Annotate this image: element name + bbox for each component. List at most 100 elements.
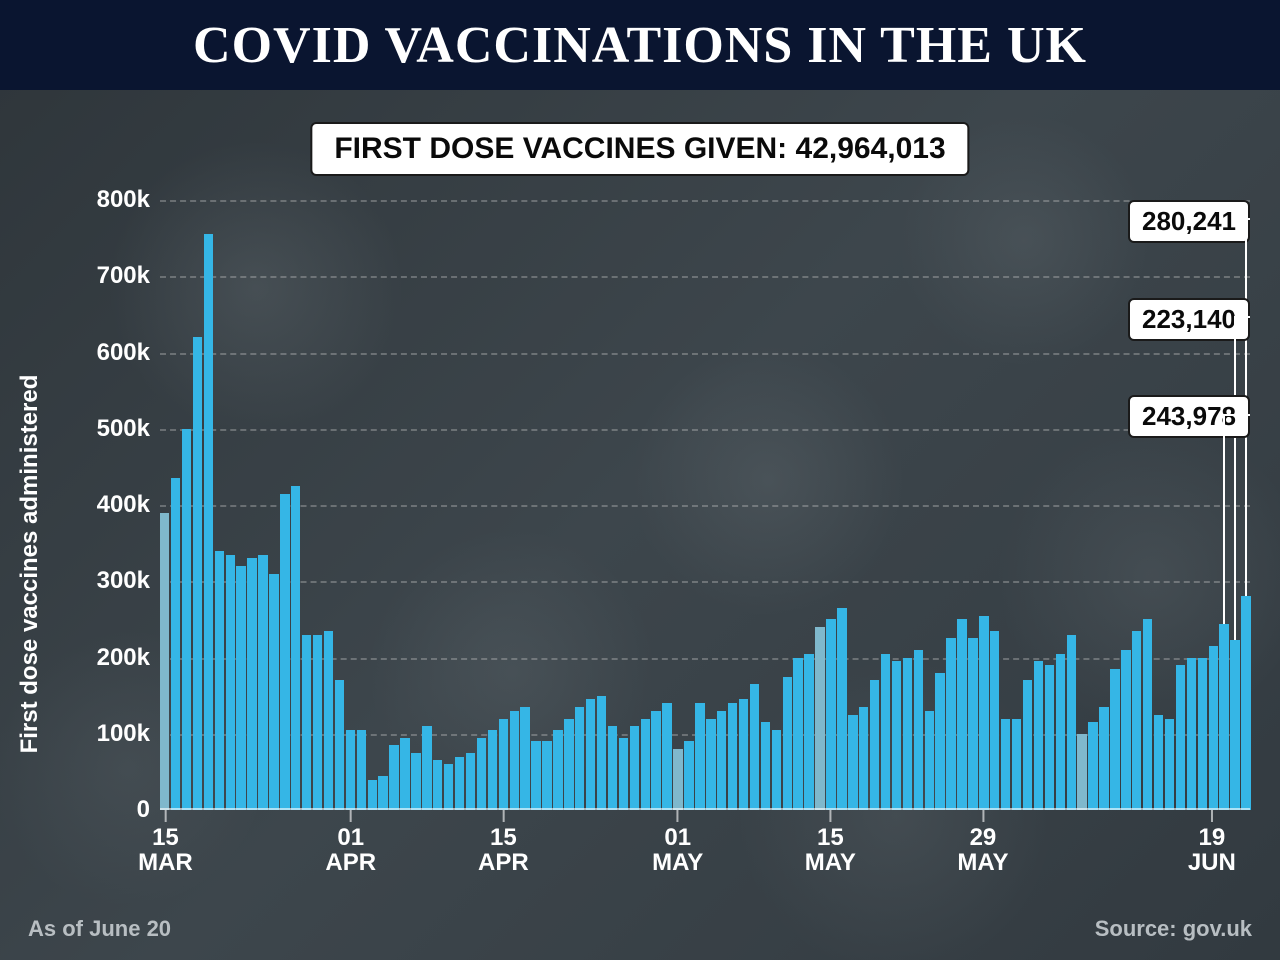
callout-label: 223,140	[1128, 298, 1250, 341]
bar	[837, 608, 846, 810]
bar	[1154, 715, 1163, 810]
bar	[247, 558, 256, 810]
x-tick-month: MAY	[652, 850, 703, 876]
bar	[1241, 596, 1250, 810]
bar-series	[160, 200, 1250, 810]
y-tick-label: 800k	[97, 186, 150, 214]
x-tick: 01APR	[325, 810, 376, 876]
bar	[903, 658, 912, 811]
bar	[477, 738, 486, 810]
x-tick: 29MAY	[957, 810, 1008, 876]
x-tick: 19JUN	[1188, 810, 1236, 876]
x-axis-ticks: 15MAR01APR15APR01MAY15MAY29MAY19JUN	[160, 810, 1250, 900]
bar	[193, 337, 202, 810]
bar	[968, 638, 977, 810]
footer-date: As of June 20	[28, 916, 171, 942]
bar	[750, 684, 759, 810]
bar	[499, 719, 508, 811]
bar	[1176, 665, 1185, 810]
y-tick-label: 300k	[97, 567, 150, 595]
bar	[925, 711, 934, 810]
x-tick: 01MAY	[652, 810, 703, 876]
y-tick-label: 100k	[97, 720, 150, 748]
bar	[280, 494, 289, 810]
x-tick-day: 29	[957, 826, 1008, 850]
bar	[1045, 665, 1054, 810]
bar	[346, 730, 355, 810]
bar	[826, 619, 835, 810]
bar	[728, 703, 737, 810]
bar	[236, 566, 245, 810]
bar	[575, 707, 584, 810]
bar	[772, 730, 781, 810]
bar	[935, 673, 944, 810]
bar	[400, 738, 409, 810]
bar	[706, 719, 715, 811]
bar	[1165, 719, 1174, 811]
bar	[335, 680, 344, 810]
x-tick-mark	[829, 810, 831, 822]
bar	[455, 757, 464, 810]
bar	[1230, 640, 1239, 810]
callout-leader	[1245, 218, 1250, 220]
bar	[673, 749, 682, 810]
bar	[226, 555, 235, 810]
bar	[1056, 654, 1065, 810]
bar	[619, 738, 628, 810]
x-tick-mark	[350, 810, 352, 822]
bar	[291, 486, 300, 810]
bar	[815, 627, 824, 810]
callout-leader	[1223, 414, 1225, 624]
bar	[1012, 719, 1021, 811]
bar	[444, 764, 453, 810]
bar	[389, 745, 398, 810]
x-tick-month: MAY	[957, 850, 1008, 876]
callout-label: 280,241	[1128, 200, 1250, 243]
footer-source: Source: gov.uk	[1095, 916, 1252, 942]
bar	[761, 722, 770, 810]
chart-container: First dose vaccines administered 0100k20…	[40, 200, 1260, 900]
bar	[411, 753, 420, 810]
bar	[171, 478, 180, 810]
bar	[783, 677, 792, 810]
x-tick-day: 15	[478, 826, 529, 850]
bar	[1034, 661, 1043, 810]
x-tick-mark	[164, 810, 166, 822]
bar	[848, 715, 857, 810]
bar	[739, 699, 748, 810]
bar	[488, 730, 497, 810]
bar	[1143, 619, 1152, 810]
bar	[695, 703, 704, 810]
bar	[258, 555, 267, 810]
x-tick: 15MAY	[805, 810, 856, 876]
y-axis-label: First dose vaccines administered	[16, 375, 44, 754]
bar	[630, 726, 639, 810]
bar	[717, 711, 726, 810]
header-bar: COVID VACCINATIONS IN THE UK	[0, 0, 1280, 90]
bar	[990, 631, 999, 810]
bar	[684, 741, 693, 810]
x-tick-mark	[982, 810, 984, 822]
bar	[914, 650, 923, 810]
bar	[553, 730, 562, 810]
bar	[215, 551, 224, 810]
y-tick-label: 200k	[97, 644, 150, 672]
bar	[1023, 680, 1032, 810]
bar	[466, 753, 475, 810]
bar	[979, 616, 988, 810]
bar	[793, 658, 802, 811]
bar	[859, 707, 868, 810]
header-title: COVID VACCINATIONS IN THE UK	[193, 16, 1087, 75]
bar	[586, 699, 595, 810]
x-tick-mark	[1211, 810, 1213, 822]
bar	[1187, 658, 1196, 811]
bar	[1099, 707, 1108, 810]
x-tick-day: 01	[652, 826, 703, 850]
bar	[804, 654, 813, 810]
bar	[946, 638, 955, 810]
y-tick-label: 500k	[97, 415, 150, 443]
bar	[1077, 734, 1086, 810]
x-tick-day: 01	[325, 826, 376, 850]
x-tick-day: 19	[1188, 826, 1236, 850]
y-tick-label: 700k	[97, 262, 150, 290]
